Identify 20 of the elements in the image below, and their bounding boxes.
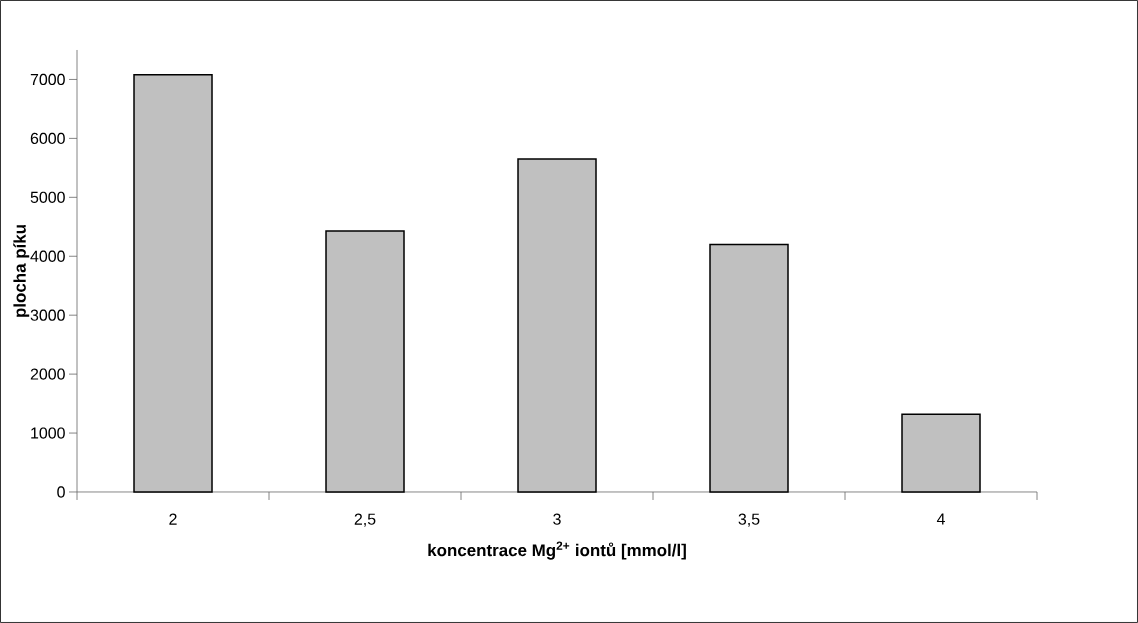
y-axis-title: plocha píku <box>13 225 30 317</box>
x-tick-label: 2,5 <box>354 513 376 527</box>
y-tick-label: 6000 <box>30 132 65 145</box>
y-tick-label: 4000 <box>30 250 65 262</box>
y-tick-label: 1000 <box>31 427 65 439</box>
bar <box>517 158 597 493</box>
y-tick-label: 7000 <box>30 73 65 86</box>
bar <box>901 413 981 493</box>
x-tick-label: 3,5 <box>738 513 760 527</box>
y-tick-label: 3000 <box>30 309 65 321</box>
x-tick-label: 2 <box>169 513 177 525</box>
bar <box>133 73 213 493</box>
bar <box>709 243 789 493</box>
y-tick-label: 5000 <box>30 191 65 203</box>
y-tick-label: 0 <box>57 486 65 498</box>
bar <box>325 230 405 493</box>
x-axis-title: koncentrace Mg$^{2+}$ iontů [mmol/l] <box>428 541 686 560</box>
x-tick-label: 4 <box>936 513 945 525</box>
y-tick-label: 2000 <box>30 368 65 380</box>
x-tick-label: 3 <box>553 513 561 525</box>
